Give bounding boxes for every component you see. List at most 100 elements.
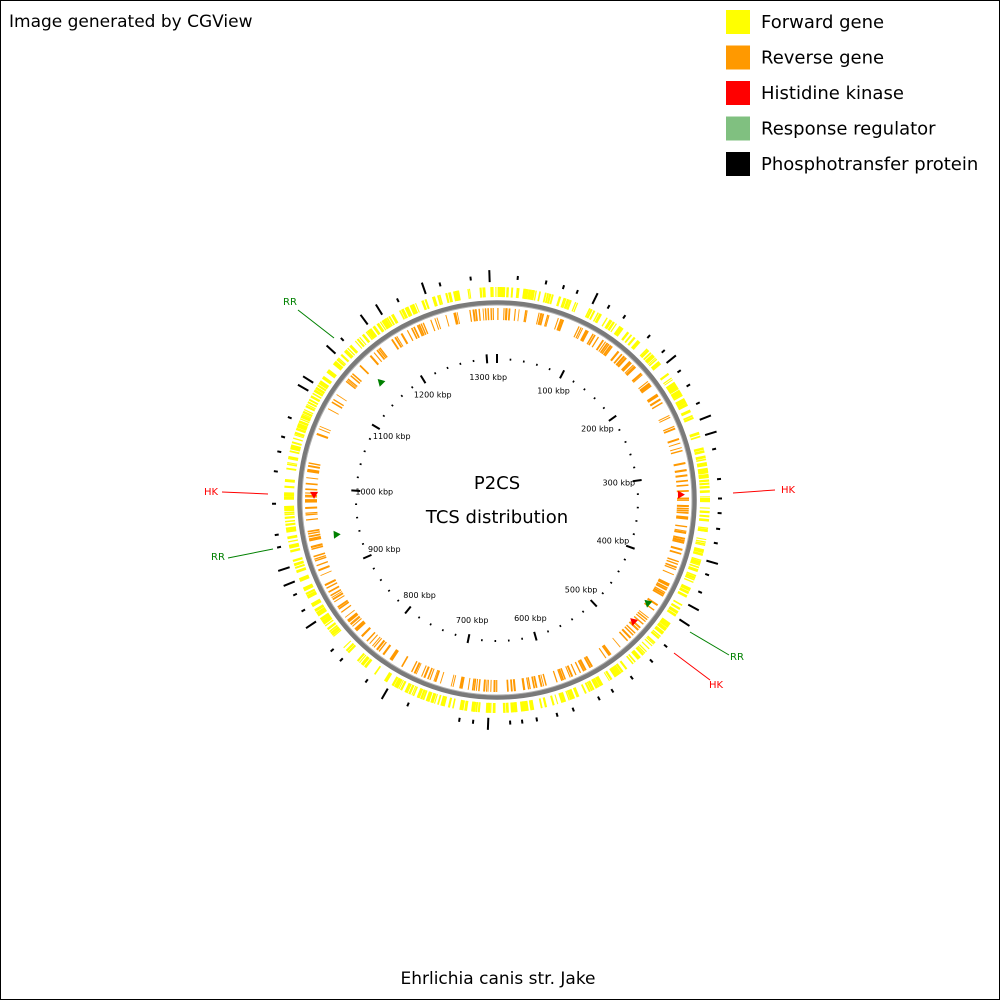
forward-gene: [460, 700, 466, 711]
forward-gene: [415, 303, 420, 313]
reverse-gene: [531, 676, 536, 689]
forward-gene: [531, 290, 536, 301]
reverse-gene: [332, 592, 344, 601]
forward-gene: [321, 615, 332, 624]
reverse-gene: [574, 661, 582, 674]
ruler-tick: [629, 453, 632, 456]
reverse-gene: [505, 308, 508, 321]
forward-gene: [453, 291, 458, 302]
forward-gene: [683, 416, 694, 423]
forward-gene: [284, 485, 295, 489]
forward-gene: [447, 292, 454, 303]
forward-gene: [565, 690, 570, 701]
forward-gene: [650, 630, 660, 640]
reverse-gene: [506, 679, 509, 692]
reverse-gene: [328, 585, 340, 593]
forward-gene: [558, 692, 565, 704]
forward-gene: [475, 701, 479, 713]
reverse-gene: [658, 578, 670, 586]
forward-gene: [661, 617, 671, 625]
forward-gene: [610, 323, 617, 333]
forward-gene: [690, 561, 700, 566]
reverse-gene: [675, 479, 689, 483]
ruler-tick: [387, 589, 391, 592]
ruler-tick: [583, 388, 586, 391]
reverse-gene: [533, 675, 538, 689]
feature-marker: [377, 378, 386, 387]
reverse-gene: [307, 468, 320, 473]
forward-gene: [326, 370, 336, 379]
forward-gene: [409, 304, 416, 315]
forward-gene: [420, 689, 426, 700]
reverse-gene: [352, 618, 362, 627]
forward-gene: [437, 295, 442, 306]
reverse-gene: [665, 562, 678, 569]
forward-gene: [344, 349, 354, 358]
forward-gene: [595, 675, 604, 686]
forward-gene: [654, 626, 664, 635]
forward-gene: [284, 515, 295, 519]
forward-gene: [347, 347, 356, 356]
ruler-tick: [608, 414, 617, 422]
reverse-gene: [394, 336, 403, 348]
forward-gene: [677, 403, 688, 411]
forward-gene: [699, 479, 710, 483]
feature-label: HK: [204, 487, 219, 498]
outer-tick: [661, 349, 666, 354]
reverse-gene: [583, 656, 592, 669]
reverse-gene: [308, 535, 321, 541]
forward-gene: [670, 389, 681, 398]
forward-gene: [288, 542, 300, 548]
feature-label: HK: [781, 485, 796, 496]
outer-tick: [610, 688, 615, 694]
forward-gene: [607, 321, 615, 332]
reverse-gene: [473, 678, 477, 691]
reverse-gene: [617, 357, 627, 368]
backbone-edge: [301, 304, 693, 696]
reverse-gene: [390, 649, 399, 661]
forward-gene: [345, 642, 355, 652]
forward-gene: [317, 384, 327, 392]
reverse-gene: [512, 679, 516, 692]
forward-gene: [430, 692, 436, 703]
reverse-gene: [621, 628, 632, 639]
reverse-gene: [647, 597, 659, 607]
forward-gene: [699, 482, 710, 486]
ruler-tick: [535, 363, 538, 366]
ruler-tick: [404, 605, 412, 615]
scale-label: 1200 kbp: [414, 391, 452, 400]
ruler-tick: [368, 437, 372, 441]
forward-gene: [361, 656, 370, 666]
reverse-gene: [585, 655, 593, 668]
reverse-gene: [635, 613, 646, 623]
forward-gene: [561, 298, 567, 309]
reverse-gene: [653, 587, 665, 596]
forward-gene: [667, 383, 678, 392]
forward-gene: [406, 683, 412, 694]
forward-gene: [293, 437, 303, 442]
forward-gene: [293, 560, 305, 567]
reverse-gene: [656, 582, 668, 590]
reverse-gene: [319, 425, 331, 432]
outer-tick: [283, 580, 296, 587]
ruler-tick: [362, 553, 372, 560]
reverse-gene: [655, 583, 668, 591]
forward-gene: [604, 319, 612, 329]
forward-gene: [331, 627, 341, 636]
ruler-tick: [391, 404, 394, 407]
forward-gene: [513, 702, 517, 713]
reverse-gene: [676, 509, 689, 512]
forward-gene: [506, 287, 509, 298]
forward-gene: [383, 672, 391, 682]
reverse-gene: [591, 336, 600, 348]
forward-gene: [336, 358, 346, 367]
forward-gene: [326, 622, 337, 631]
forward-gene: [356, 338, 365, 348]
forward-gene: [395, 678, 403, 689]
reverse-gene: [344, 609, 355, 618]
forward-gene: [556, 296, 562, 307]
forward-gene: [386, 317, 393, 327]
forward-gene: [354, 340, 363, 349]
forward-gene: [611, 666, 619, 677]
reverse-gene: [662, 425, 675, 432]
